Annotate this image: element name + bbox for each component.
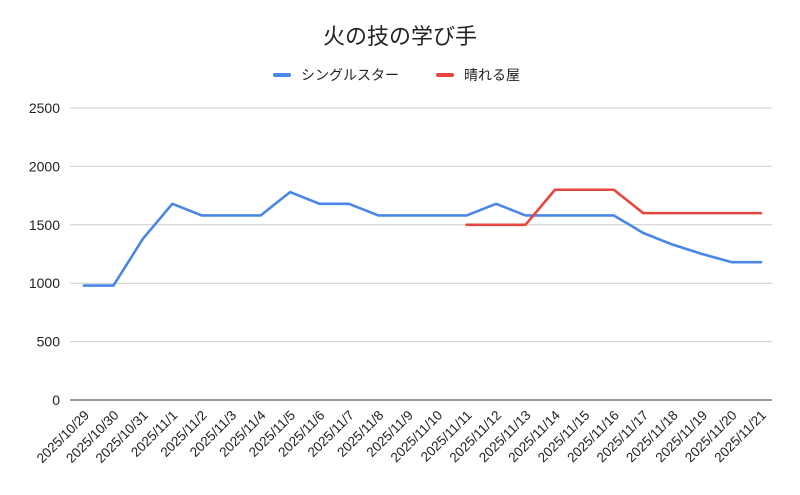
y-tick-label: 2500 [29, 100, 60, 116]
legend: シングルスター 晴れる屋 [273, 68, 520, 84]
legend-label: シングルスター [301, 68, 399, 84]
y-tick-label: 1500 [29, 217, 60, 233]
y-tick-label: 1000 [29, 275, 60, 291]
y-tick-label: 0 [52, 392, 60, 408]
y-axis-ticks: 0 500 1000 1500 2000 2500 [29, 100, 60, 408]
chart-title: 火の技の学び手 [323, 25, 477, 50]
series-line-0 [82, 190, 763, 287]
legend-label: 晴れる屋 [464, 68, 520, 84]
gridlines [70, 107, 772, 343]
series-lines [82, 188, 763, 287]
x-axis-ticks: 2025/10/292025/10/302025/10/312025/11/12… [34, 407, 769, 466]
y-tick-label: 2000 [29, 158, 60, 174]
series-line-1 [465, 188, 763, 227]
y-tick-label: 500 [37, 334, 61, 350]
